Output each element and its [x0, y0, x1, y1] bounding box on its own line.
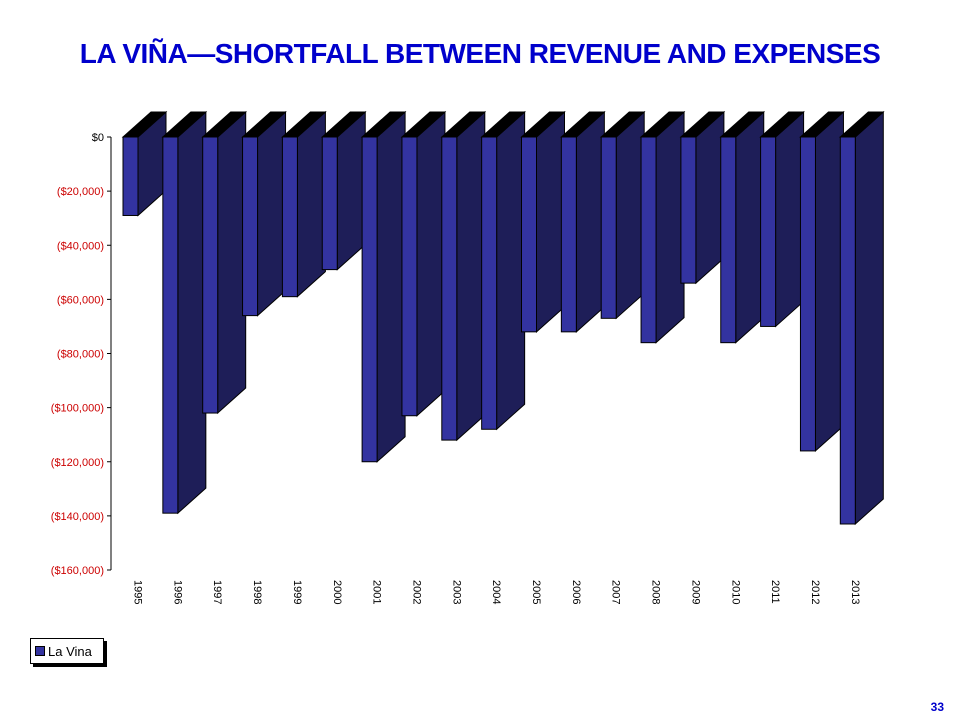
bar-side-face — [735, 110, 765, 344]
bar-1999 — [281, 110, 327, 298]
bar-1996 — [161, 110, 208, 515]
bar-front-face — [401, 136, 418, 417]
bar-front-face — [361, 136, 378, 463]
bar-2012 — [799, 110, 845, 453]
x-tick-label: 1998 — [251, 580, 263, 604]
bar-side-face — [456, 110, 486, 442]
x-tick-label: 2012 — [809, 580, 821, 604]
bar-front-face — [242, 136, 259, 317]
bar-side-face — [854, 110, 884, 526]
bar-side-face — [416, 110, 446, 417]
bar-1995 — [121, 110, 168, 217]
bar-2013 — [838, 110, 885, 526]
x-tick-label: 2007 — [610, 580, 622, 604]
bar-front-face — [441, 136, 458, 441]
x-tick-label: 2003 — [450, 580, 462, 604]
bar-side-face — [575, 110, 605, 333]
bar-side-face — [496, 110, 526, 431]
x-tick-label: 2013 — [849, 580, 861, 604]
bar-side-face — [775, 110, 805, 328]
bar-side-face — [217, 110, 247, 415]
y-tick-label: $0 — [92, 132, 104, 144]
x-tick-label: 1997 — [211, 580, 223, 604]
bar-side-face — [336, 110, 366, 271]
x-tick-label: 2010 — [729, 580, 741, 604]
page-number: 33 — [930, 700, 944, 714]
bar-2007 — [599, 110, 646, 320]
bar-front-face — [321, 136, 338, 271]
x-tick-label: 2000 — [331, 580, 343, 604]
bar-side-face — [536, 110, 565, 333]
bar-side-face — [296, 110, 326, 298]
bar-front-face — [122, 136, 139, 216]
x-tick-label: 2008 — [650, 580, 662, 604]
slide-title: LA VIÑA—SHORTFALL BETWEEN REVENUE AND EX… — [79, 38, 881, 69]
bar-front-face — [521, 136, 537, 333]
x-tick-label: 2005 — [530, 580, 542, 604]
bar-side-face — [695, 110, 725, 285]
chart-legend: La Vina — [30, 638, 104, 664]
bar-front-face — [640, 136, 657, 344]
x-tick-label: 2001 — [371, 580, 383, 604]
x-tick-label: 2004 — [490, 580, 502, 604]
bar-side-face — [655, 110, 685, 344]
bar-front-face — [560, 136, 577, 333]
x-tick-label: 1999 — [291, 580, 303, 604]
y-tick-label: ($60,000) — [57, 294, 104, 306]
x-tick-label: 2011 — [769, 580, 781, 604]
bar-2003 — [440, 110, 487, 442]
legend-label-la-vina: La Vina — [48, 643, 92, 659]
bar-front-face — [760, 136, 777, 327]
bar-2008 — [639, 110, 686, 344]
bar-series — [121, 110, 885, 526]
bar-2009 — [679, 110, 726, 285]
bar-side-face — [814, 110, 844, 453]
bar-front-face — [162, 136, 179, 514]
bar-front-face — [720, 136, 737, 344]
x-tick-label: 2009 — [689, 580, 701, 604]
bar-side-face — [257, 110, 287, 317]
bar-front-face — [481, 136, 498, 430]
x-tick-label: 1996 — [171, 580, 183, 604]
bar-front-face — [839, 136, 856, 525]
bar-2002 — [400, 110, 447, 417]
y-tick-label: ($140,000) — [51, 511, 104, 523]
y-tick-label: ($120,000) — [51, 457, 104, 469]
x-axis-labels: 1995 1996 1997 1998 1999 2000 2001 2002 2003 2004… — [132, 580, 861, 604]
bar-front-face — [202, 136, 219, 414]
bar-2001 — [360, 110, 407, 463]
bar-front-face — [799, 136, 816, 452]
bar-1997 — [201, 110, 248, 415]
x-tick-label: 2002 — [410, 580, 422, 604]
bar-front-face — [680, 136, 697, 284]
bar-2000 — [320, 110, 367, 271]
bar-side-face — [177, 110, 207, 515]
bar-2004 — [480, 110, 526, 431]
bar-2010 — [719, 110, 766, 344]
y-axis: $0 ($20,000) ($40,000) ($60,000) ($80,000) ($… — [51, 132, 112, 577]
y-tick-label: ($80,000) — [57, 349, 104, 361]
bar-2011 — [759, 110, 805, 328]
x-tick-label: 1995 — [132, 580, 144, 604]
bar-1998 — [241, 110, 287, 317]
y-tick-label: ($100,000) — [51, 403, 104, 415]
bar-side-face — [376, 110, 406, 463]
y-tick-label: ($160,000) — [51, 565, 104, 577]
bar-2005 — [520, 110, 566, 333]
bar-2006 — [560, 110, 606, 333]
bar-front-face — [600, 136, 617, 319]
bar-front-face — [281, 136, 298, 298]
legend-swatch — [35, 646, 45, 656]
y-tick-label: ($20,000) — [57, 186, 104, 198]
x-tick-label: 2006 — [570, 580, 582, 604]
bar-side-face — [615, 110, 645, 320]
y-tick-label: ($40,000) — [57, 240, 104, 252]
